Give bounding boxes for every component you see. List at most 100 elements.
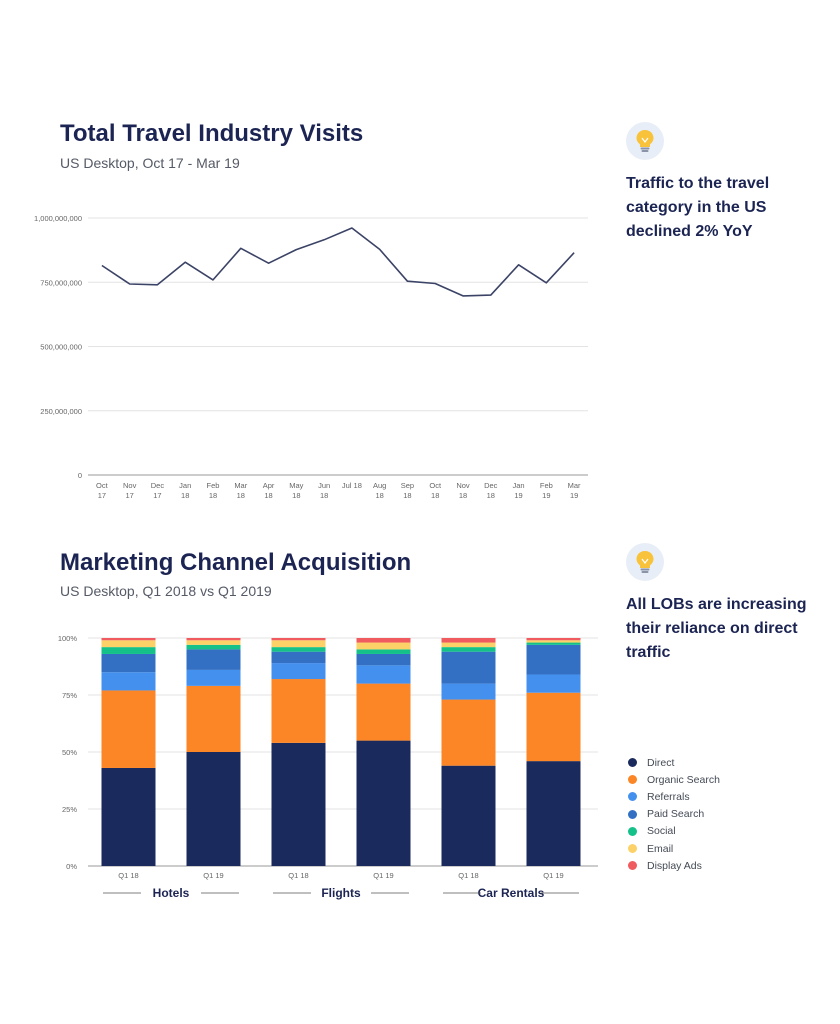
x-tick-label: Jun 18	[318, 481, 330, 500]
x-tick-label: Q1 18	[118, 871, 138, 880]
bar-segment-paid-search	[526, 644, 581, 675]
bar-segment-direct	[271, 742, 326, 866]
x-tick-label: May 18	[289, 481, 303, 500]
legend-swatch	[628, 775, 637, 785]
bar-segment-direct	[526, 761, 581, 866]
bar-segment-social	[101, 647, 156, 654]
bar-segment-paid-search	[271, 651, 326, 664]
y-tick-label: 50%	[62, 748, 77, 757]
bar-segment-direct	[441, 765, 496, 866]
legend-item: Email	[628, 840, 720, 857]
bar-segment-paid-search	[356, 653, 411, 666]
legend-item: Referrals	[628, 788, 720, 805]
bar-chart-legend: Direct Organic Search Referrals Paid Search…	[628, 754, 720, 874]
bar-segment-display-ads	[441, 638, 496, 643]
bar-segment-display-ads	[101, 638, 156, 641]
lightbulb-icon	[626, 543, 664, 581]
x-tick-label: Feb 19	[540, 481, 553, 500]
bar-segment-paid-search	[186, 649, 241, 670]
line-chart-subtitle: US Desktop, Oct 17 - Mar 19	[60, 155, 240, 171]
line-chart-title: Total Travel Industry Visits	[60, 120, 364, 147]
legend-label: Direct	[647, 756, 675, 769]
x-tick-label: Oct 17	[96, 481, 109, 500]
bar-segment-email	[186, 640, 241, 645]
y-tick-label: 250,000,000	[40, 407, 82, 416]
y-tick-label: 25%	[62, 805, 77, 814]
x-tick-label: Nov 18	[456, 481, 470, 500]
insight-panel-direct: All LOBs are increasing their reliance o…	[626, 543, 826, 665]
bar-segment-direct	[101, 767, 156, 866]
x-tick-label: Q1 19	[373, 871, 393, 880]
legend-label: Referrals	[647, 790, 690, 803]
x-tick-label: Jan 18	[179, 481, 191, 500]
x-tick-label: Jan 19	[513, 481, 525, 500]
y-tick-label: 0%	[66, 862, 77, 871]
bar-segment-referrals	[271, 663, 326, 680]
legend-item: Direct	[628, 754, 720, 771]
bar-segment-email	[101, 640, 156, 648]
bar-segment-organic-search	[271, 679, 326, 743]
bar-chart-subtitle: US Desktop, Q1 2018 vs Q1 2019	[60, 583, 272, 599]
y-tick-label: 1,000,000,000	[34, 214, 82, 223]
bar-segment-direct	[186, 752, 241, 866]
x-tick-label: Q1 19	[203, 871, 223, 880]
x-tick-label: Q1 18	[288, 871, 308, 880]
insight-panel-traffic: Traffic to the travel category in the US…	[626, 122, 826, 244]
bar-segment-referrals	[186, 669, 241, 686]
y-tick-label: 0	[78, 471, 82, 480]
stacked-bar-chart: 0% 25% 50% 75% 100% Q1 18 Q1 19 Q1 18 Q1 19 Q1 18…	[58, 634, 598, 900]
x-tick-label: Mar 19	[568, 481, 581, 500]
legend-swatch	[628, 792, 637, 802]
bar-segment-paid-search	[101, 653, 156, 673]
bar-segment-email	[441, 642, 496, 648]
bar-segment-social	[441, 647, 496, 652]
x-tick-label: Q1 18	[458, 871, 478, 880]
legend-swatch	[628, 861, 637, 871]
bar-segment-social	[526, 642, 581, 645]
x-tick-label: Q1 19	[543, 871, 563, 880]
bar-segment-email	[271, 640, 326, 648]
group-label: Flights	[321, 886, 361, 900]
bar-segment-email	[526, 640, 581, 643]
legend-item: Paid Search	[628, 806, 720, 823]
y-tick-label: 750,000,000	[40, 278, 82, 287]
bar-segment-display-ads	[271, 638, 326, 641]
bar-segment-organic-search	[101, 690, 156, 768]
group-label: Car Rentals	[478, 886, 545, 900]
legend-swatch	[628, 844, 637, 854]
legend-label: Email	[647, 842, 674, 855]
bar-segment-referrals	[101, 672, 156, 691]
x-tick-label: Nov 17	[123, 481, 137, 500]
x-tick-label: Jul 18	[342, 481, 362, 490]
bar-segment-display-ads	[526, 638, 581, 641]
legend-label: Organic Search	[647, 773, 720, 786]
bar-segment-referrals	[356, 665, 411, 684]
bar-segment-organic-search	[441, 699, 496, 766]
bar-segment-paid-search	[441, 651, 496, 684]
x-tick-label: Dec 17	[151, 481, 165, 500]
y-tick-label: 500,000,000	[40, 343, 82, 352]
bar-segment-organic-search	[186, 685, 241, 752]
legend-label: Display Ads	[647, 859, 702, 872]
legend-label: Paid Search	[647, 808, 705, 821]
legend-swatch	[628, 809, 637, 819]
bar-segment-display-ads	[186, 638, 241, 641]
x-tick-label: Oct 18	[429, 481, 442, 500]
bar-segment-organic-search	[526, 692, 581, 762]
x-tick-label: Apr 18	[263, 481, 275, 500]
legend-item: Organic Search	[628, 771, 720, 788]
legend-item: Display Ads	[628, 857, 720, 874]
legend-swatch	[628, 758, 637, 768]
bar-segment-social	[271, 647, 326, 652]
bar-segment-social	[186, 644, 241, 650]
insight-text: All LOBs are increasing their reliance o…	[626, 596, 807, 661]
x-tick-label: Feb 18	[207, 481, 220, 500]
bar-segment-referrals	[441, 683, 496, 700]
group-label: Hotels	[153, 886, 190, 900]
bar-segment-display-ads	[356, 638, 411, 643]
bar-segment-email	[356, 642, 411, 650]
line-chart: 0 250,000,000 500,000,000 750,000,000 1,000,…	[34, 214, 588, 500]
x-tick-label: Dec 18	[484, 481, 498, 500]
bar-segment-organic-search	[356, 683, 411, 741]
bar-segment-direct	[356, 740, 411, 866]
